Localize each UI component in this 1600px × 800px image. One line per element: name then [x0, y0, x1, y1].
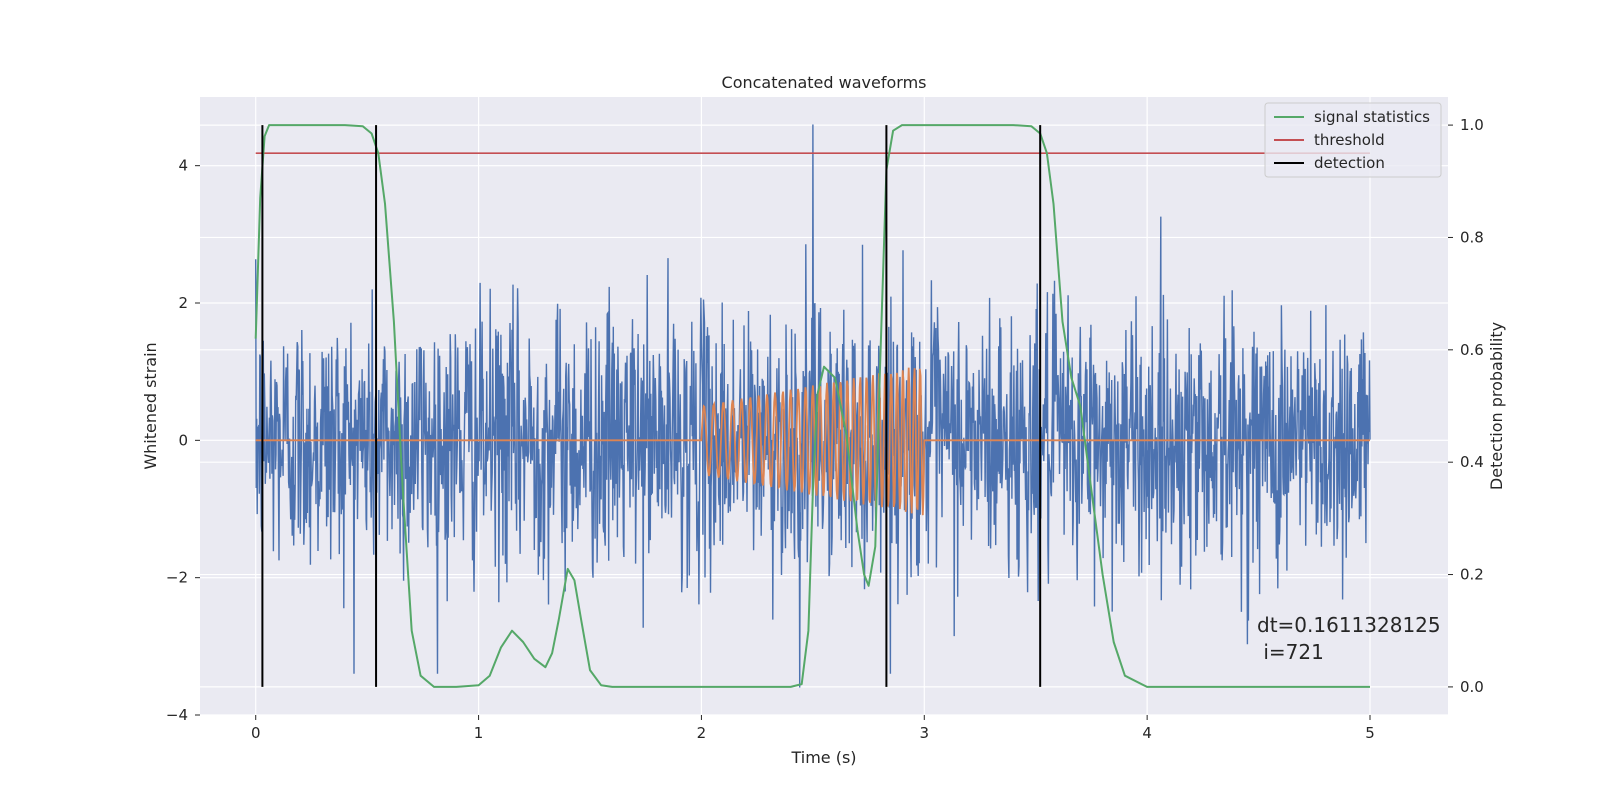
y2-axis-label: Detection probability — [1487, 322, 1506, 490]
x-tick-label: 4 — [1142, 724, 1152, 742]
x-tick-label: 0 — [251, 724, 261, 742]
y-axis-label: Whitened strain — [141, 342, 160, 469]
y-tick-label: −2 — [166, 569, 188, 587]
y-tick-label: 0 — [178, 431, 188, 449]
annotation-line: dt=0.1611328125 — [1257, 613, 1441, 637]
legend-label-threshold: threshold — [1314, 131, 1385, 149]
annotation-line: i=721 — [1257, 640, 1324, 664]
legend-label-signal-statistics: signal statistics — [1314, 108, 1430, 126]
y-axis-ticks: −4 −2 0 2 4 — [166, 157, 200, 724]
x-axis-ticks: 0 1 2 3 4 5 — [251, 715, 1375, 742]
legend-box — [1264, 102, 1442, 178]
x-axis-label: Time (s) — [790, 748, 856, 767]
legend: signal statistics threshold detection — [1264, 102, 1442, 178]
y-tick-label: −4 — [166, 706, 188, 724]
chart-title: Concatenated waveforms — [722, 73, 927, 92]
y2-tick-label: 0.0 — [1460, 678, 1484, 696]
y2-tick-label: 0.6 — [1460, 341, 1484, 359]
y2-tick-label: 1.0 — [1460, 116, 1484, 134]
y-tick-label: 4 — [178, 157, 188, 175]
y2-tick-label: 0.8 — [1460, 228, 1484, 246]
x-tick-label: 5 — [1365, 724, 1375, 742]
series-strain — [255, 124, 1371, 688]
series-signal-statistics — [254, 124, 1370, 688]
plot-area — [254, 124, 1371, 688]
y-tick-label: 2 — [178, 294, 188, 312]
legend-label-detection: detection — [1314, 154, 1385, 172]
x-tick-label: 1 — [474, 724, 484, 742]
y2-tick-label: 0.2 — [1460, 566, 1484, 584]
x-tick-label: 2 — [697, 724, 707, 742]
y2-axis-ticks: 0.0 0.2 0.4 0.6 0.8 1.0 — [1448, 116, 1484, 696]
annotation-text: dt=0.1611328125 i=721 — [1257, 613, 1441, 664]
y2-tick-label: 0.4 — [1460, 453, 1484, 471]
series-injection — [255, 367, 1370, 516]
x-tick-label: 3 — [920, 724, 930, 742]
